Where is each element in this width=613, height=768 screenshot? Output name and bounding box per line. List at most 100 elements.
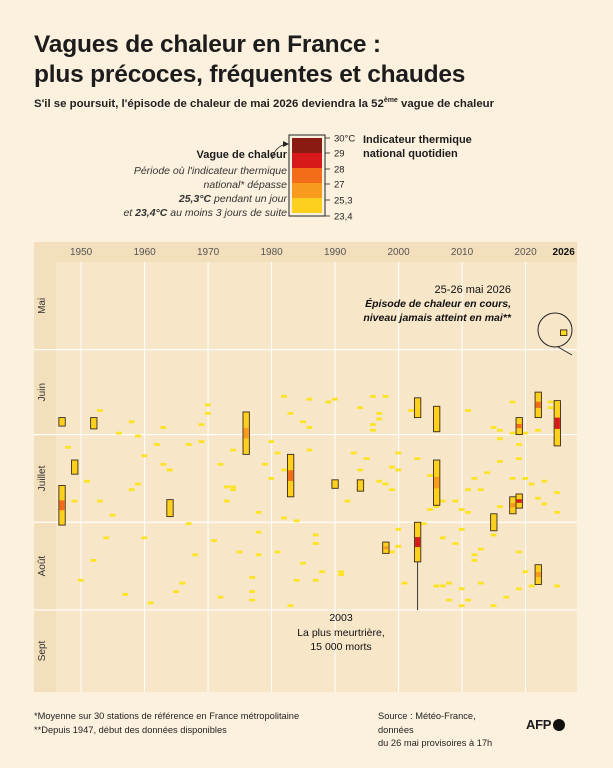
hot-day-mark xyxy=(376,411,383,415)
heatwave-block xyxy=(356,479,365,492)
hot-day-mark xyxy=(109,513,116,517)
month-label: Août xyxy=(37,556,48,577)
year-tick-label: 1960 xyxy=(133,247,156,258)
page-title: Vagues de chaleur en France : plus préco… xyxy=(34,30,594,90)
footnotes: *Moyenne sur 30 stations de référence en… xyxy=(34,710,299,737)
hot-day-mark xyxy=(496,460,503,463)
subtitle: S'il se poursuit, l'épisode de chaleur d… xyxy=(34,97,604,110)
hot-day-mark xyxy=(204,411,211,415)
heatwave-peak xyxy=(491,520,497,525)
heatwave-block xyxy=(166,499,174,518)
hot-day-mark xyxy=(281,516,287,520)
hot-day-mark xyxy=(268,440,275,444)
legend-description: Période où l'indicateur thermique nation… xyxy=(87,164,287,220)
month-label: Sept xyxy=(37,640,48,661)
hot-day-mark xyxy=(516,587,522,591)
y2003-annotation-line1: La plus meurtrière, xyxy=(297,627,385,639)
hot-day-mark xyxy=(281,394,287,398)
heatwave-peak xyxy=(357,484,364,487)
scale-label: 23,4 xyxy=(334,212,353,223)
hot-day-mark xyxy=(166,468,173,472)
hot-day-mark xyxy=(452,499,459,503)
hot-day-mark xyxy=(357,406,364,410)
year-tick-label: 2000 xyxy=(387,247,410,258)
hot-day-mark xyxy=(477,488,484,492)
heatwave-block xyxy=(490,513,498,532)
y2003-annotation-line2: 15 000 morts xyxy=(310,641,371,653)
footnote-1: *Moyenne sur 30 stations de référence en… xyxy=(34,711,300,721)
hot-day-mark xyxy=(376,417,383,421)
hot-day-mark xyxy=(198,440,205,444)
hot-day-mark xyxy=(427,508,433,511)
hot-day-mark xyxy=(274,550,281,554)
hot-day-mark xyxy=(103,536,110,540)
hot-day-mark xyxy=(496,428,503,432)
hot-day-mark xyxy=(554,491,560,494)
hot-day-mark xyxy=(160,462,167,466)
heatwave-peak xyxy=(434,415,440,423)
hot-day-mark xyxy=(84,479,91,483)
heatwave-block xyxy=(287,453,295,498)
hot-day-mark xyxy=(522,570,529,574)
hot-day-mark xyxy=(185,443,192,446)
hot-day-mark xyxy=(128,420,135,424)
hot-day-mark xyxy=(535,428,541,432)
heatwave-peak xyxy=(332,483,338,486)
hot-day-mark xyxy=(382,394,389,398)
hot-day-mark xyxy=(71,499,78,503)
hot-day-mark xyxy=(217,462,224,466)
afp-dot-icon xyxy=(553,718,566,731)
hot-day-mark xyxy=(338,570,344,574)
scale-swatch xyxy=(292,153,322,168)
hot-day-mark xyxy=(382,482,389,486)
hot-day-mark xyxy=(249,576,256,579)
heatwave-block xyxy=(90,417,98,430)
hot-day-mark xyxy=(185,522,192,526)
scale-label: 25,3 xyxy=(334,196,353,207)
source: Source : Météo-France, données du 26 mai… xyxy=(378,710,503,751)
title-line-1: Vagues de chaleur en France : xyxy=(34,31,381,58)
hot-day-mark xyxy=(281,468,287,472)
hot-day-mark xyxy=(516,550,522,554)
heatwave-peak xyxy=(535,401,541,409)
heatwave-peak xyxy=(72,465,78,469)
year-tick-label: 2020 xyxy=(514,247,537,258)
hot-day-mark xyxy=(490,604,497,608)
hot-day-mark xyxy=(369,423,376,427)
hot-day-mark xyxy=(389,488,395,492)
heatwave-peak xyxy=(91,421,97,425)
heatwave-block xyxy=(71,459,79,475)
may2026-annotation-line2: niveau jamais atteint en mai** xyxy=(363,312,512,324)
hot-day-mark xyxy=(192,553,198,557)
may2026-pointer xyxy=(557,346,573,356)
heatwave-peak xyxy=(434,477,440,489)
plot-panel xyxy=(34,242,577,692)
hot-day-mark xyxy=(287,411,294,415)
hot-day-mark xyxy=(338,573,344,576)
hot-day-mark xyxy=(389,465,395,469)
hot-day-mark xyxy=(331,397,338,401)
month-strip xyxy=(34,262,56,692)
hot-day-mark xyxy=(357,468,364,472)
heatwave-block xyxy=(382,541,390,554)
heatwave-block xyxy=(433,405,441,433)
heatwave-block xyxy=(534,564,542,585)
hot-day-mark xyxy=(90,559,97,562)
hot-day-mark xyxy=(96,499,103,503)
hot-day-mark xyxy=(509,477,516,480)
hot-day-mark xyxy=(376,479,383,483)
scale-label: 29 xyxy=(334,149,345,160)
hot-day-mark xyxy=(395,468,402,472)
scale-label: 27 xyxy=(334,180,345,191)
hot-day-mark xyxy=(249,590,256,593)
hot-day-mark xyxy=(179,581,186,585)
legend-threshold-2: 23,4°C xyxy=(135,207,168,219)
subtitle-pre: S'il se poursuit, l'épisode de chaleur d… xyxy=(34,97,384,110)
source-line-2: du 26 mai provisoires à 17h xyxy=(378,738,493,748)
hot-day-mark xyxy=(465,409,471,412)
hot-day-mark xyxy=(509,400,516,404)
scale-swatch xyxy=(292,138,322,153)
heatwave-block xyxy=(560,329,568,337)
hot-day-mark xyxy=(395,544,402,548)
subtitle-post: vague de chaleur xyxy=(397,97,495,110)
